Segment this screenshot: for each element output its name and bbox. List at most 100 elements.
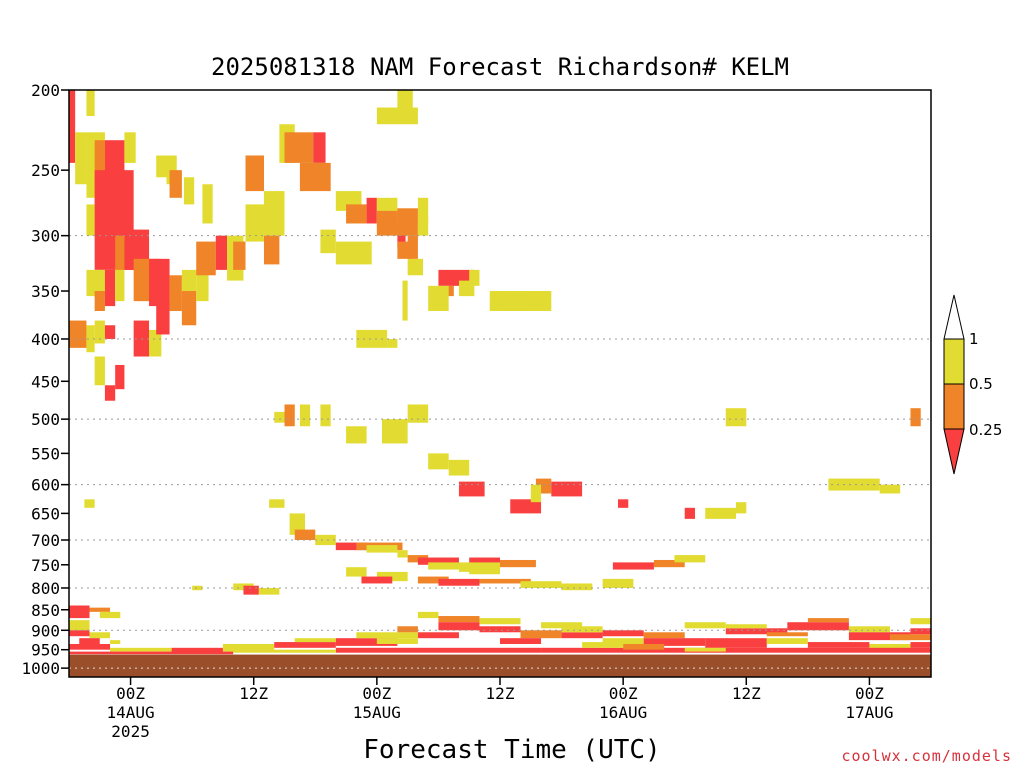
- richardson-cell: [807, 618, 849, 623]
- richardson-cell: [684, 507, 695, 519]
- richardson-cell: [910, 642, 931, 648]
- richardson-cell: [407, 404, 429, 423]
- richardson-cell: [69, 643, 111, 650]
- richardson-cell: [335, 647, 542, 653]
- richardson-cell: [284, 132, 314, 163]
- x-tick-label: 12Z: [239, 684, 268, 703]
- richardson-cell: [500, 291, 552, 311]
- y-tick-label: 550: [31, 444, 60, 463]
- richardson-cell: [284, 404, 295, 427]
- richardson-cell: [438, 622, 480, 631]
- richardson-cell: [541, 622, 583, 629]
- richardson-cell: [104, 385, 116, 401]
- richardson-cell: [458, 481, 485, 497]
- richardson-cell: [910, 618, 931, 625]
- richardson-cell: [684, 647, 726, 652]
- richardson-cell: [263, 235, 280, 265]
- richardson-cell: [787, 622, 849, 631]
- richardson-cell: [479, 618, 521, 625]
- y-tick-label: 700: [31, 531, 60, 550]
- richardson-cell: [86, 325, 95, 353]
- richardson-cell: [94, 291, 105, 311]
- richardson-cell: [469, 564, 500, 575]
- richardson-cell: [110, 640, 121, 644]
- richardson-cell: [725, 628, 788, 635]
- richardson-cell: [69, 620, 90, 631]
- y-tick-label: 400: [31, 330, 60, 349]
- richardson-cell: [69, 630, 90, 637]
- richardson-cell: [69, 320, 87, 348]
- colorbar-triangle-bottom: [943, 428, 965, 475]
- richardson-cell: [397, 626, 418, 633]
- richardson-cell: [376, 107, 418, 125]
- richardson-cell: [222, 643, 275, 652]
- x-tick-label: 00Z: [609, 684, 638, 703]
- richardson-cell: [417, 632, 459, 639]
- richardson-cell: [233, 649, 336, 653]
- richardson-cell: [910, 408, 921, 427]
- richardson-cell: [653, 559, 685, 568]
- richardson-cell: [269, 499, 285, 508]
- y-tick-label: 450: [31, 372, 60, 391]
- richardson-cell: [602, 638, 644, 644]
- richardson-cell: [469, 269, 480, 286]
- richardson-cell: [643, 638, 706, 646]
- richardson-cell: [428, 562, 459, 570]
- richardson-cell: [335, 542, 367, 551]
- x-tick-label: 00Z: [855, 684, 884, 703]
- richardson-cell: [612, 562, 654, 570]
- richardson-cell: [366, 545, 398, 553]
- richardson-cell: [69, 90, 76, 163]
- richardson-cell: [346, 567, 367, 577]
- richardson-cell: [299, 162, 331, 192]
- richardson-cell: [86, 90, 95, 116]
- y-tick-label: 650: [31, 504, 60, 523]
- richardson-cell: [320, 404, 331, 427]
- y-tick-label: 500: [31, 410, 60, 429]
- richardson-cell: [196, 269, 209, 302]
- richardson-cell: [104, 269, 116, 307]
- richardson-cell: [166, 155, 177, 185]
- richardson-cell: [169, 170, 182, 198]
- richardson-cells: [69, 90, 931, 655]
- richardson-cell: [84, 499, 95, 508]
- richardson-cell: [274, 411, 285, 423]
- richardson-cell: [438, 578, 480, 586]
- richardson-cell: [94, 140, 105, 192]
- richardson-cell: [289, 513, 306, 535]
- richardson-cell: [346, 204, 367, 224]
- richardson-cell: [397, 550, 408, 558]
- richardson-cell: [376, 571, 408, 582]
- richardson-cell: [376, 210, 398, 236]
- richardson-cell: [417, 611, 439, 619]
- richardson-cell: [766, 638, 808, 644]
- richardson-cell: [263, 191, 285, 236]
- richardson-cell: [315, 534, 336, 546]
- richardson-cell: [828, 478, 880, 491]
- richardson-cell: [89, 607, 111, 612]
- richardson-cell: [869, 643, 911, 650]
- richardson-cell: [407, 235, 418, 259]
- richardson-cell: [149, 329, 162, 357]
- y-tick-label: 250: [31, 161, 60, 180]
- colorbar-segment-yellow: [943, 338, 965, 385]
- colorbar-segment-orange: [943, 383, 965, 430]
- richardson-cell: [245, 155, 264, 192]
- richardson-cell: [376, 638, 418, 644]
- richardson-cell: [69, 651, 234, 655]
- richardson-cell: [115, 364, 125, 390]
- richardson-cell: [674, 555, 706, 563]
- richardson-cell: [75, 132, 87, 185]
- x-tick-label: 15AUG: [353, 703, 401, 722]
- y-tick-label: 300: [31, 227, 60, 246]
- richardson-cell: [245, 204, 264, 242]
- richardson-cell: [156, 155, 167, 178]
- richardson-cell: [183, 177, 195, 205]
- chart-title: 2025081318 NAM Forecast Richardson# KELM: [211, 53, 789, 81]
- richardson-cell: [848, 626, 890, 633]
- y-tick-label: 800: [31, 579, 60, 598]
- richardson-cell: [86, 269, 105, 297]
- richardson-cell: [335, 638, 398, 646]
- richardson-cell: [294, 529, 316, 541]
